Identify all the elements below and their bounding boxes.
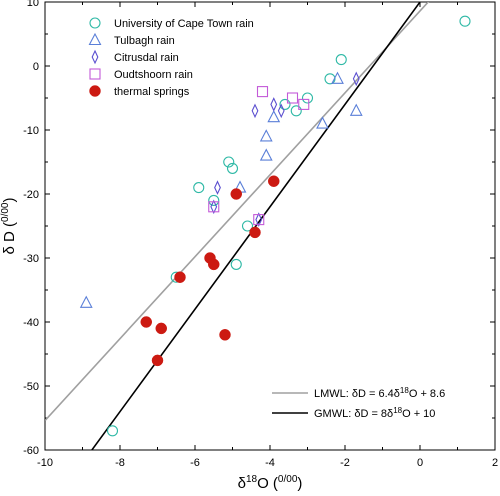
university-of-cape-town-rain-point: [193, 182, 205, 194]
tulbagh-rain-point: [259, 148, 273, 161]
gmwl-legend-label: GMWL: δD = 8δ18O + 10: [314, 406, 435, 420]
regression-lines: [45, 2, 430, 450]
university-of-cape-town-rain-point: [230, 258, 242, 270]
oudtshoorn-rain-point: [253, 214, 265, 226]
x-tick-label: 0: [417, 457, 423, 469]
thermal-springs-point: [140, 316, 152, 328]
y-tick-label: -20: [23, 189, 39, 201]
university-of-cape-town-rain-point: [324, 73, 336, 85]
y-tick-label: -10: [23, 125, 39, 137]
x-tick-label: -10: [37, 457, 53, 469]
citrusdal-rain-point: [270, 97, 278, 112]
x-tick-label: -6: [190, 457, 200, 469]
thermal-springs-point: [208, 258, 220, 271]
y-tick-label: -50: [23, 381, 39, 393]
data-points: [79, 15, 471, 437]
thermal-springs-legend-label: thermal springs: [114, 86, 190, 98]
thermal-springs-point: [174, 271, 186, 283]
thermal-springs-point: [219, 329, 231, 341]
thermal-springs-point: [151, 354, 164, 367]
oudtshoorn-rain-point: [298, 98, 310, 110]
tulbagh-rain-point: [349, 103, 363, 116]
university-of-cape-town-rain-point: [301, 92, 314, 104]
plot-frame: [44, 1, 496, 451]
tulbagh-rain-point: [316, 116, 329, 129]
tulbagh-rain-point: [79, 295, 93, 308]
lines-legend: LMWL: δD = 6.4δ18O + 8.6 GMWL: δD = 8δ18O…: [272, 386, 445, 420]
oudtshoorn-rain-legend-marker: [89, 68, 101, 80]
tulbagh-rain-point: [259, 129, 273, 142]
thermal-springs-legend-marker: [89, 85, 101, 97]
university-of-cape-town-rain-point: [290, 105, 302, 117]
citrusdal-rain-legend-label: Citrusdal rain: [114, 52, 179, 64]
university-of-cape-town-rain-point: [279, 98, 291, 110]
y-tick-label: -30: [23, 253, 39, 265]
y-tick-label: -40: [23, 317, 39, 329]
tulbagh-rain-point: [331, 71, 344, 84]
citrusdal-rain-point: [255, 212, 263, 227]
lmwl-legend-label: LMWL: δD = 6.4δ18O + 8.6: [314, 386, 445, 400]
university-of-cape-town-rain-legend-marker: [89, 17, 101, 29]
y-tick-label: -60: [23, 445, 39, 457]
oudtshoorn-rain-point: [208, 201, 220, 213]
university-of-cape-town-rain-point: [106, 425, 119, 437]
university-of-cape-town-rain-point: [208, 194, 220, 206]
university-of-cape-town-rain-point: [223, 156, 235, 168]
oudtshoorn-rain-point: [286, 92, 299, 104]
university-of-cape-town-rain-legend-label: University of Cape Town rain: [114, 18, 254, 30]
thermal-springs-point: [230, 188, 242, 200]
tulbagh-rain-legend-label: Tulbagh rain: [114, 35, 175, 47]
tulbagh-rain-point: [267, 110, 281, 123]
citrusdal-rain-point: [214, 180, 221, 195]
oudtshoorn-rain-legend-label: Oudtshoorn rain: [114, 69, 193, 81]
x-tick-label: -8: [115, 457, 125, 469]
x-axis-label: δ18O (0/00): [238, 474, 303, 492]
thermal-springs-point: [155, 322, 167, 335]
university-of-cape-town-rain-point: [459, 15, 471, 27]
citrusdal-rain-legend-marker: [91, 49, 99, 65]
x-tick-label: 2: [492, 457, 498, 469]
y-tick-label: 0: [33, 61, 39, 73]
y-axis-label: δ D (0/00): [0, 198, 18, 255]
citrusdal-rain-point: [277, 103, 285, 119]
citrusdal-rain-point: [251, 103, 259, 119]
citrusdal-rain-point: [210, 199, 218, 215]
axis-ticks: [44, 1, 496, 451]
x-tick-label: -2: [340, 457, 350, 469]
university-of-cape-town-rain-point: [335, 54, 347, 66]
thermal-springs-point: [268, 175, 280, 187]
gmwl-line: [90, 2, 421, 450]
x-tick-label: -4: [265, 457, 275, 469]
thermal-springs-point: [249, 226, 261, 239]
citrusdal-rain-point: [352, 71, 360, 87]
series-legend: University of Cape Town rain Tulbagh rain…: [88, 17, 254, 98]
tulbagh-rain-legend-marker: [88, 32, 102, 46]
university-of-cape-town-rain-point: [241, 220, 254, 232]
university-of-cape-town-rain-point: [226, 162, 239, 174]
oudtshoorn-rain-point: [256, 86, 269, 98]
lmwl-line: [45, 2, 430, 422]
y-tick-label: 10: [27, 0, 39, 9]
